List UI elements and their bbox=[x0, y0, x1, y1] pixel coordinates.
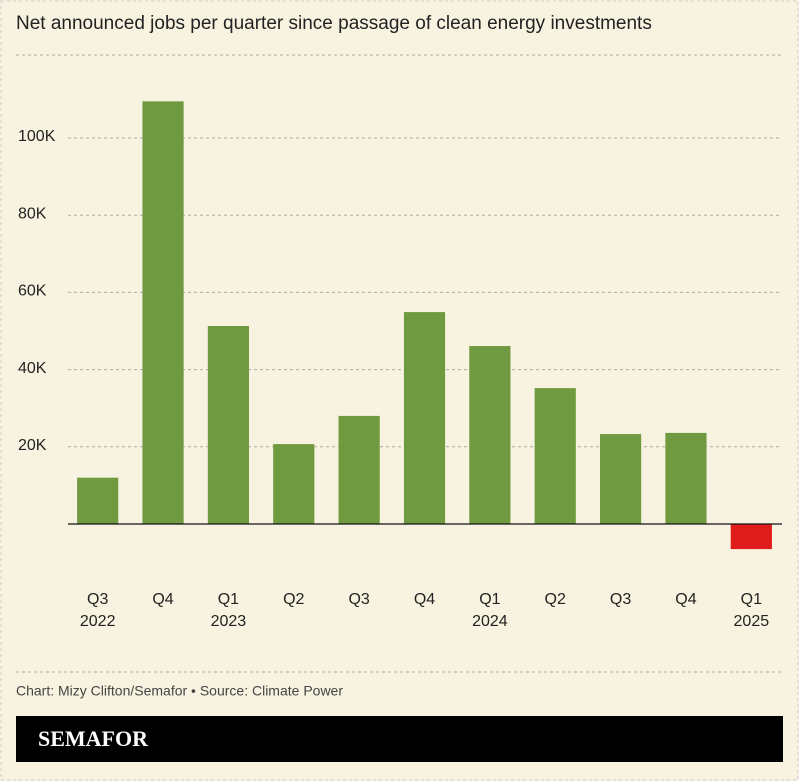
x-tick-label: Q1 bbox=[741, 591, 762, 608]
x-tick-label: Q3 bbox=[610, 591, 631, 608]
bar bbox=[730, 524, 772, 550]
x-tick-label: Q1 bbox=[218, 591, 239, 608]
x-tick-label: Q4 bbox=[152, 591, 173, 608]
x-tick-label: Q4 bbox=[675, 591, 696, 608]
x-tick-label: Q3 bbox=[348, 591, 369, 608]
x-tick-year: 2022 bbox=[80, 613, 116, 630]
bar bbox=[403, 312, 446, 524]
y-tick-label: 80K bbox=[18, 205, 47, 222]
bar bbox=[273, 444, 315, 524]
x-tick-year: 2025 bbox=[734, 613, 770, 630]
bar bbox=[534, 388, 576, 524]
x-tick-label: Q1 bbox=[479, 591, 500, 608]
bar bbox=[77, 477, 119, 524]
source: Chart: Mizy Clifton/Semafor • Source: Cl… bbox=[16, 683, 343, 699]
x-tick-label: Q3 bbox=[87, 591, 108, 608]
x-tick-label: Q4 bbox=[414, 591, 435, 608]
bar bbox=[207, 325, 249, 524]
y-tick-label: 100K bbox=[18, 128, 56, 145]
y-tick-label: 60K bbox=[18, 283, 47, 300]
bar bbox=[469, 346, 511, 524]
bar bbox=[142, 101, 184, 524]
bar bbox=[600, 434, 642, 524]
chart-title: Net announced jobs per quarter since pas… bbox=[16, 13, 652, 34]
y-tick-label: 40K bbox=[18, 360, 47, 377]
bar bbox=[338, 415, 380, 524]
x-tick-label: Q2 bbox=[283, 591, 304, 608]
brand-bar bbox=[16, 716, 783, 762]
brand: SEMAFOR bbox=[38, 726, 149, 751]
x-tick-label: Q2 bbox=[545, 591, 566, 608]
bar bbox=[665, 432, 707, 524]
y-tick-label: 20K bbox=[18, 437, 47, 454]
x-tick-year: 2023 bbox=[211, 613, 247, 630]
x-tick-year: 2024 bbox=[472, 613, 508, 630]
